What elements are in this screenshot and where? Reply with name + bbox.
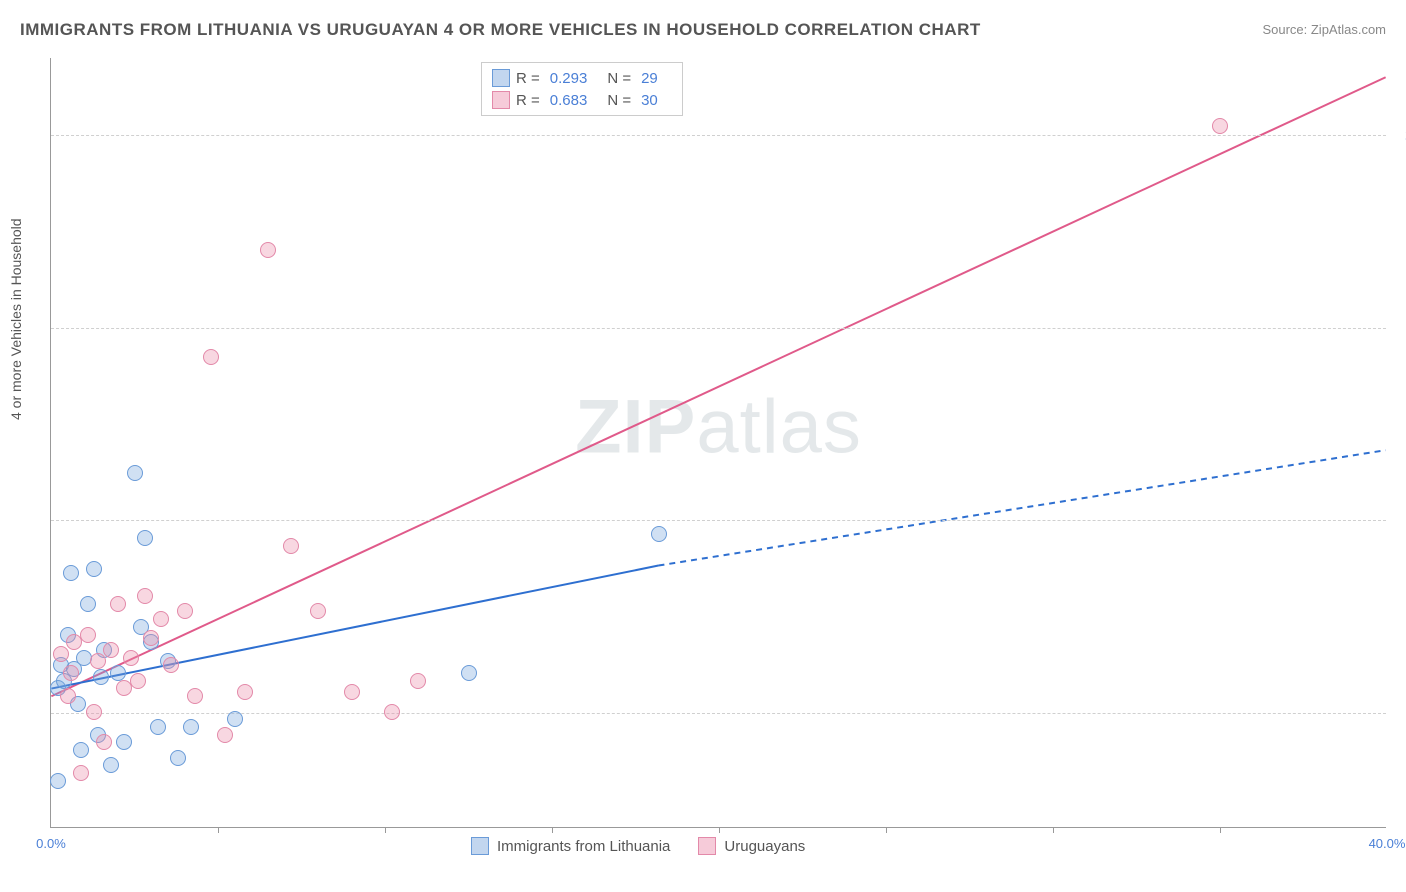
- x-tick: [719, 827, 720, 833]
- data-point: [137, 588, 153, 604]
- x-tick: [1053, 827, 1054, 833]
- data-point: [217, 727, 233, 743]
- chart-container: IMMIGRANTS FROM LITHUANIA VS URUGUAYAN 4…: [0, 0, 1406, 892]
- data-point: [90, 653, 106, 669]
- data-point: [96, 734, 112, 750]
- source-label: Source: ZipAtlas.com: [1262, 22, 1386, 37]
- gridline: [51, 713, 1386, 714]
- legend-stats-row: R =0.683 N =30: [492, 89, 672, 111]
- data-point: [116, 734, 132, 750]
- data-point: [227, 711, 243, 727]
- data-point: [127, 465, 143, 481]
- data-point: [63, 565, 79, 581]
- data-point: [410, 673, 426, 689]
- x-tick: [886, 827, 887, 833]
- y-axis-label: 4 or more Vehicles in Household: [8, 218, 24, 420]
- data-point: [237, 684, 253, 700]
- gridline: [51, 520, 1386, 521]
- data-point: [1212, 118, 1228, 134]
- gridline: [51, 135, 1386, 136]
- data-point: [60, 688, 76, 704]
- x-tick: [385, 827, 386, 833]
- legend-series: Immigrants from Lithuania Uruguayans: [471, 837, 805, 855]
- data-point: [80, 627, 96, 643]
- data-point: [163, 657, 179, 673]
- x-tick: [1220, 827, 1221, 833]
- data-point: [384, 704, 400, 720]
- data-point: [344, 684, 360, 700]
- chart-title: IMMIGRANTS FROM LITHUANIA VS URUGUAYAN 4…: [20, 20, 981, 40]
- data-point: [187, 688, 203, 704]
- data-point: [53, 646, 69, 662]
- data-point: [170, 750, 186, 766]
- data-point: [73, 765, 89, 781]
- data-point: [143, 630, 159, 646]
- data-point: [130, 673, 146, 689]
- data-point: [137, 530, 153, 546]
- x-tick-label: 40.0%: [1369, 836, 1406, 851]
- gridline: [51, 328, 1386, 329]
- swatch-series-2: [698, 837, 716, 855]
- plot-area: ZIPatlas R =0.293 N =29 R =0.683 N =30 I…: [50, 58, 1386, 828]
- x-tick: [552, 827, 553, 833]
- data-point: [63, 665, 79, 681]
- swatch-series-2: [492, 91, 510, 109]
- data-point: [153, 611, 169, 627]
- legend-stats-row: R =0.293 N =29: [492, 67, 672, 89]
- data-point: [283, 538, 299, 554]
- data-point: [110, 596, 126, 612]
- data-point: [103, 642, 119, 658]
- data-point: [260, 242, 276, 258]
- data-point: [50, 773, 66, 789]
- data-point: [651, 526, 667, 542]
- data-point: [310, 603, 326, 619]
- data-point: [93, 669, 109, 685]
- data-point: [461, 665, 477, 681]
- data-point: [80, 596, 96, 612]
- data-point: [123, 650, 139, 666]
- data-point: [73, 742, 89, 758]
- data-point: [150, 719, 166, 735]
- legend-item: Immigrants from Lithuania: [471, 837, 670, 855]
- data-point: [86, 561, 102, 577]
- data-point: [203, 349, 219, 365]
- data-point: [86, 704, 102, 720]
- x-tick-label: 0.0%: [36, 836, 66, 851]
- data-point: [177, 603, 193, 619]
- data-point: [103, 757, 119, 773]
- data-point: [110, 665, 126, 681]
- watermark: ZIPatlas: [575, 384, 862, 471]
- legend-stats: R =0.293 N =29 R =0.683 N =30: [481, 62, 683, 116]
- x-tick: [218, 827, 219, 833]
- swatch-series-1: [471, 837, 489, 855]
- data-point: [183, 719, 199, 735]
- legend-item: Uruguayans: [698, 837, 805, 855]
- swatch-series-1: [492, 69, 510, 87]
